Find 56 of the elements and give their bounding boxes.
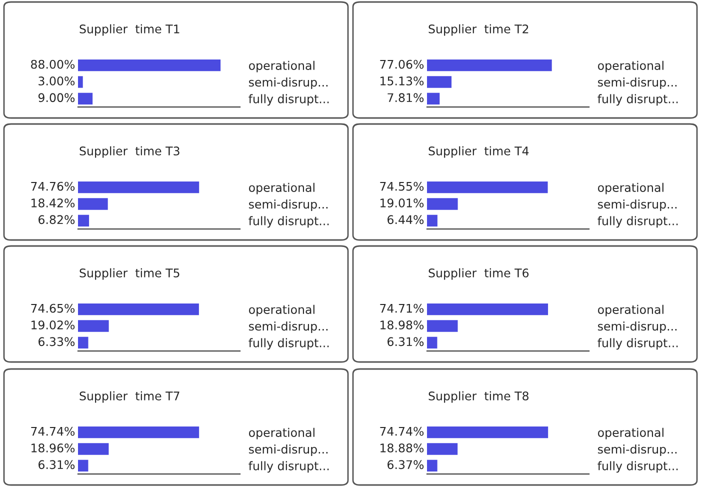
data-label: 7.81%	[388, 93, 424, 102]
y-tick-label: operational	[248, 304, 314, 316]
data-label: 6.31%	[388, 337, 424, 346]
data-label: 74.76%	[31, 182, 75, 191]
chart-title: Supplier time T4	[428, 146, 529, 158]
y-tick-label: fully disrupt...	[598, 216, 678, 228]
chart-title: Supplier time T1	[80, 24, 180, 36]
y-tick-label: semi-disrup...	[248, 200, 328, 211]
data-label: 15.13%	[380, 76, 424, 86]
chart-title: Supplier time T7	[80, 391, 180, 403]
chart-title: Supplier time T6	[428, 268, 529, 280]
data-label: 19.01%	[380, 198, 424, 208]
y-tick-label: fully disrupt...	[598, 461, 678, 473]
data-label: 74.74%	[31, 426, 75, 436]
data-label: 6.44%	[388, 215, 424, 224]
chart-title: Supplier time T2	[428, 24, 528, 36]
data-label: 6.82%	[38, 215, 75, 224]
data-label: 6.37%	[388, 460, 424, 470]
y-tick-label: fully disrupt...	[248, 338, 329, 350]
chart-title: Supplier time T8	[428, 391, 528, 403]
data-label: 74.71%	[380, 304, 424, 313]
y-tick-label: operational	[248, 428, 314, 440]
y-tick-label: operational	[248, 60, 314, 72]
data-label: 74.74%	[380, 426, 424, 436]
y-tick-label: operational	[248, 182, 314, 194]
y-tick-label: fully disrupt...	[598, 94, 678, 106]
chart-title: Supplier time T5	[80, 268, 180, 280]
data-label: 74.55%	[380, 182, 424, 191]
data-label: 77.06%	[380, 60, 424, 69]
data-label: 9.00%	[38, 93, 75, 102]
data-label: 6.31%	[38, 460, 75, 470]
y-tick-label: semi-disrup...	[598, 322, 677, 333]
y-tick-label: fully disrupt...	[598, 338, 678, 350]
data-label: 18.42%	[32, 198, 75, 208]
y-tick-label: operational	[598, 60, 664, 72]
data-label: 3.00%	[38, 76, 75, 86]
y-tick-label: semi-disrup...	[598, 200, 677, 211]
data-label: 19.02%	[32, 320, 75, 330]
y-tick-label: fully disrupt...	[248, 216, 329, 228]
data-label: 18.96%	[32, 443, 75, 452]
y-tick-label: fully disrupt...	[248, 461, 329, 473]
y-tick-label: operational	[598, 304, 664, 316]
data-label: 18.88%	[380, 443, 424, 452]
y-tick-label: semi-disrup...	[598, 444, 677, 456]
y-tick-label: semi-disrup...	[248, 322, 328, 333]
data-label: 6.33%	[38, 337, 75, 346]
y-tick-label: fully disrupt...	[248, 94, 329, 106]
y-tick-label: semi-disrup...	[598, 78, 677, 89]
data-label: 88.00%	[31, 60, 75, 69]
y-tick-label: operational	[598, 182, 664, 194]
y-tick-label: operational	[598, 428, 664, 440]
data-label: 18.98%	[380, 320, 424, 330]
y-tick-label: semi-disrup...	[248, 444, 328, 456]
chart-title: Supplier time T3	[80, 146, 180, 158]
y-tick-label: semi-disrup...	[248, 78, 328, 89]
data-label: 74.65%	[31, 304, 75, 313]
